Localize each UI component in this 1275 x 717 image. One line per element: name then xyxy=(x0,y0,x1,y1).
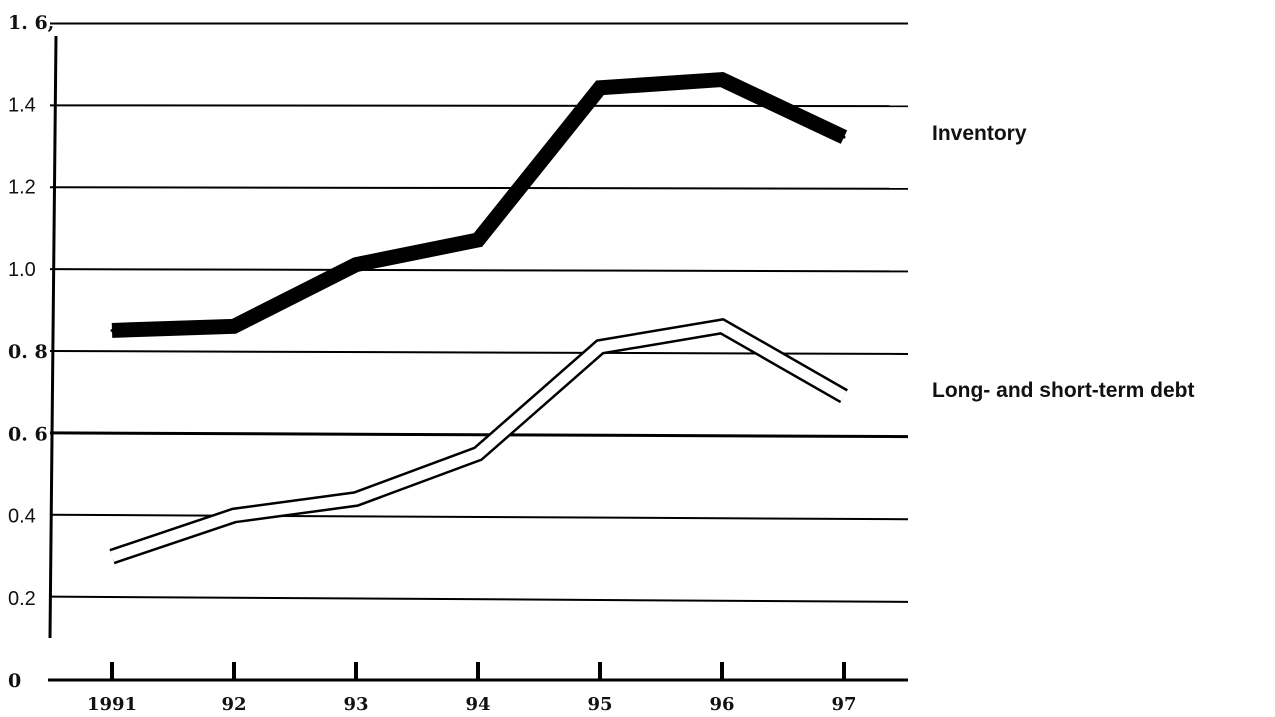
series-line-inventory xyxy=(111,71,848,338)
data-point-long-and-short-term-debt xyxy=(232,514,236,517)
series-label-inventory: Inventory xyxy=(932,122,1027,145)
x-tick-label: 96 xyxy=(709,694,734,715)
data-point-long-and-short-term-debt xyxy=(842,394,846,398)
data-point-long-and-short-term-debt xyxy=(476,452,480,456)
data-point-long-and-short-term-debt xyxy=(110,555,114,559)
data-point-inventory xyxy=(110,328,114,332)
gridline-0-4 xyxy=(49,513,909,521)
data-point-inventory xyxy=(232,324,236,328)
gridline-0-2 xyxy=(49,595,909,603)
data-point-long-and-short-term-debt xyxy=(354,497,358,501)
gridline-1 xyxy=(49,268,909,273)
gridline-1-2 xyxy=(49,186,909,190)
y-tick-label: 1. 6, xyxy=(8,12,54,34)
series-labels: Inventory Long- and short-term debt xyxy=(932,122,1194,402)
data-point-long-and-short-term-debt xyxy=(598,345,602,349)
data-point-inventory xyxy=(720,78,724,82)
x-tick-label: 97 xyxy=(831,694,856,715)
series-lines xyxy=(109,71,848,565)
x-tick-labels: 1991 92 93 94 95 96 97 xyxy=(87,694,857,715)
x-axis xyxy=(48,662,908,682)
y-tick-label: 1.4 xyxy=(8,94,36,116)
grid-lines xyxy=(49,22,909,603)
series-label-long-and-short-term-debt: Long- and short-term debt xyxy=(932,379,1194,402)
y-tick-label: 0 xyxy=(8,670,21,692)
series-line-fill-long-and-short-term-debt xyxy=(110,320,847,562)
y-tick-label: 0. 8 xyxy=(8,341,48,363)
y-tick-label: 0.2 xyxy=(8,588,36,610)
x-tick-label: 94 xyxy=(465,694,490,715)
data-point-long-and-short-term-debt xyxy=(720,324,724,328)
y-tick-labels: 0 0.2 0.4 0. 6 0. 8 1.0 1.2 1.4 1. 6, xyxy=(8,12,54,692)
y-axis-line xyxy=(48,35,58,639)
x-tick-label: 93 xyxy=(343,694,368,715)
gridline-0-6 xyxy=(49,431,909,439)
data-point-inventory xyxy=(476,238,480,242)
data-point-inventory xyxy=(842,135,846,139)
y-tick-label: 1.2 xyxy=(8,177,36,199)
y-tick-label: 1.0 xyxy=(8,259,36,281)
x-tick-label: 1991 xyxy=(87,694,137,715)
x-tick-label: 95 xyxy=(587,694,612,715)
data-point-inventory xyxy=(598,86,602,90)
x-tick-label: 92 xyxy=(221,694,246,715)
data-point-inventory xyxy=(354,263,358,267)
y-tick-label: 0.4 xyxy=(8,506,36,528)
y-tick-label: 0. 6 xyxy=(8,423,48,445)
